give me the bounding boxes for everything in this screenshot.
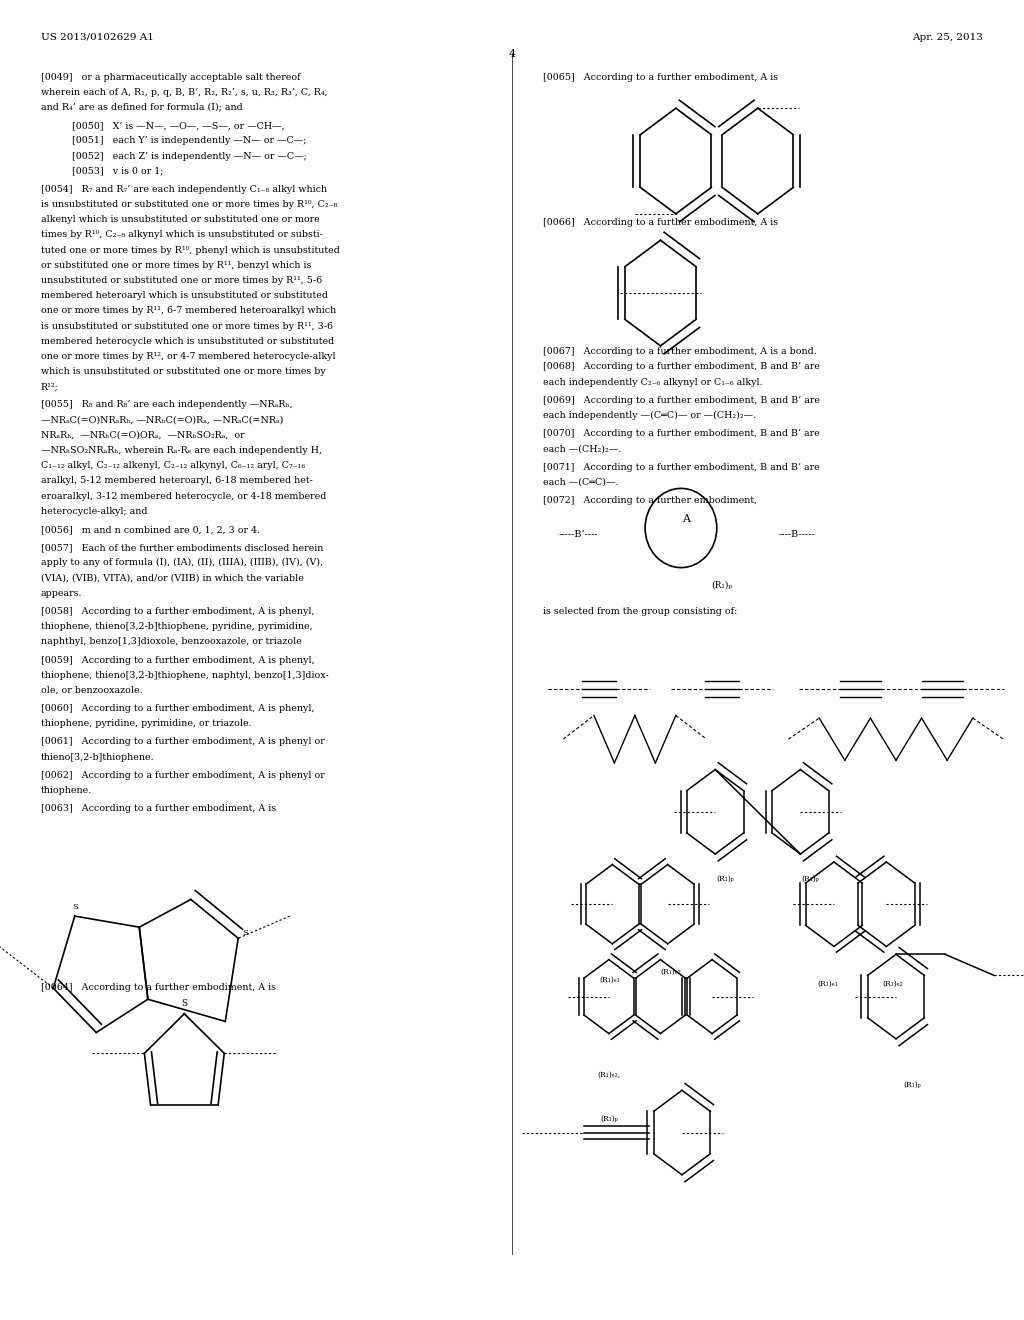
Text: [0053]   v is 0 or 1;: [0053] v is 0 or 1;: [72, 166, 163, 176]
Text: apply to any of formula (I), (IA), (II), (IIIA), (IIIB), (IV), (V),: apply to any of formula (I), (IA), (II),…: [41, 558, 324, 568]
Text: is unsubstituted or substituted one or more times by R¹⁰, C₂₋₈: is unsubstituted or substituted one or m…: [41, 201, 337, 209]
Text: [0056]   m and n combined are 0, 1, 2, 3 or 4.: [0056] m and n combined are 0, 1, 2, 3 o…: [41, 525, 260, 535]
Text: one or more times by R¹², or 4-7 membered heterocycle-alkyl: one or more times by R¹², or 4-7 membere…: [41, 352, 336, 360]
Text: [0062]   According to a further embodiment, A is phenyl or: [0062] According to a further embodiment…: [41, 771, 325, 780]
Text: (R₁)ₚ: (R₁)ₚ: [712, 581, 733, 590]
Text: ole, or benzooxazole.: ole, or benzooxazole.: [41, 686, 142, 694]
Text: times by R¹⁰, C₂₋₈ alkynyl which is unsubstituted or substi-: times by R¹⁰, C₂₋₈ alkynyl which is unsu…: [41, 231, 323, 239]
Text: [0067]   According to a further embodiment, A is a bond.: [0067] According to a further embodiment…: [543, 347, 816, 356]
Text: [0055]   R₈ and R₈’ are each independently —NRₐRₕ,: [0055] R₈ and R₈’ are each independently…: [41, 400, 293, 409]
Text: wherein each of A, R₁, p, q, B, B’, R₂, R₂’, s, u, R₃, R₃’, C, R₄,: wherein each of A, R₁, p, q, B, B’, R₂, …: [41, 87, 328, 96]
Text: each independently C₂₋₆ alkynyl or C₁₋₆ alkyl.: each independently C₂₋₆ alkynyl or C₁₋₆ …: [543, 378, 762, 387]
Text: membered heteroaryl which is unsubstituted or substituted: membered heteroaryl which is unsubstitut…: [41, 292, 328, 300]
Text: US 2013/0102629 A1: US 2013/0102629 A1: [41, 33, 154, 42]
Text: heterocycle-alkyl; and: heterocycle-alkyl; and: [41, 507, 147, 516]
Text: is unsubstituted or substituted one or more times by R¹¹, 3-6: is unsubstituted or substituted one or m…: [41, 322, 333, 330]
Text: appears.: appears.: [41, 589, 83, 598]
Text: (VIA), (VIB), VITA), and/or (VIIB) in which the variable: (VIA), (VIB), VITA), and/or (VIIB) in wh…: [41, 574, 304, 582]
Text: [0049]   or a pharmaceutically acceptable salt thereof: [0049] or a pharmaceutically acceptable …: [41, 73, 301, 82]
Text: thiophene, thieno[3,2-b]thiophene, pyridine, pyrimidine,: thiophene, thieno[3,2-b]thiophene, pyrid…: [41, 622, 312, 631]
Text: each —(C═C)—.: each —(C═C)—.: [543, 478, 618, 487]
Text: S: S: [181, 999, 187, 1008]
Text: [0063]   According to a further embodiment, A is: [0063] According to a further embodiment…: [41, 804, 276, 813]
Text: thiophene.: thiophene.: [41, 787, 92, 795]
Text: is selected from the group consisting of:: is selected from the group consisting of…: [543, 607, 737, 616]
Text: [0052]   each Z’ is independently —N— or —C—;: [0052] each Z’ is independently —N— or —…: [72, 152, 306, 161]
Text: 4: 4: [509, 49, 515, 59]
Text: (R₁)ₚ: (R₁)ₚ: [903, 1081, 922, 1089]
Text: tuted one or more times by R¹⁰, phenyl which is unsubstituted: tuted one or more times by R¹⁰, phenyl w…: [41, 246, 340, 255]
Text: (R₁)ₚ: (R₁)ₚ: [600, 1115, 617, 1123]
Text: [0061]   According to a further embodiment, A is phenyl or: [0061] According to a further embodiment…: [41, 738, 325, 747]
Text: NRₐRₕ,  —NRₕC(=O)ORₐ,  —NRₕSO₂Rₐ,  or: NRₐRₕ, —NRₕC(=O)ORₐ, —NRₕSO₂Rₐ, or: [41, 430, 245, 440]
Text: S: S: [72, 903, 78, 911]
Text: aralkyl, 5-12 membered heteroaryl, 6-18 membered het-: aralkyl, 5-12 membered heteroaryl, 6-18 …: [41, 477, 313, 486]
Text: [0066]   According to a further embodiment, A is: [0066] According to a further embodiment…: [543, 218, 778, 227]
Text: [0060]   According to a further embodiment, A is phenyl,: [0060] According to a further embodiment…: [41, 704, 314, 713]
Text: (R₁)ₑ₂,: (R₁)ₑ₂,: [597, 1071, 621, 1078]
Text: C₁₋₁₂ alkyl, C₂₋₁₂ alkenyl, C₂₋₁₂ alkynyl, C₆₋₁₂ aryl, C₇₋₁₆: C₁₋₁₂ alkyl, C₂₋₁₂ alkenyl, C₂₋₁₂ alkyny…: [41, 461, 305, 470]
Text: (R₁)ₑ₂: (R₁)ₑ₂: [660, 968, 681, 975]
Text: [0069]   According to a further embodiment, B and B’ are: [0069] According to a further embodiment…: [543, 396, 820, 405]
Text: [0072]   According to a further embodiment,: [0072] According to a further embodiment…: [543, 496, 757, 506]
Text: [0051]   each Y’ is independently —N— or —C—;: [0051] each Y’ is independently —N— or —…: [72, 136, 306, 145]
Text: membered heterocycle which is unsubstituted or substituted: membered heterocycle which is unsubstitu…: [41, 337, 334, 346]
Text: Apr. 25, 2013: Apr. 25, 2013: [912, 33, 983, 42]
Text: eroaralkyl, 3-12 membered heterocycle, or 4-18 membered: eroaralkyl, 3-12 membered heterocycle, o…: [41, 491, 327, 500]
Text: [0058]   According to a further embodiment, A is phenyl,: [0058] According to a further embodiment…: [41, 607, 314, 616]
Text: alkenyl which is unsubstituted or substituted one or more: alkenyl which is unsubstituted or substi…: [41, 215, 319, 224]
Text: (R₁)ₑ₂: (R₁)ₑ₂: [883, 981, 903, 989]
Text: or substituted one or more times by R¹¹, benzyl which is: or substituted one or more times by R¹¹,…: [41, 261, 311, 269]
Text: (R₁)ₚ: (R₁)ₚ: [716, 875, 734, 883]
Text: each independently —(C═C)— or —(CH₂)₂—.: each independently —(C═C)— or —(CH₂)₂—.: [543, 411, 756, 420]
Text: —NRₐC(=O)NRₐRₕ, —NRₕC(=O)Rₐ, —NRₐC(=NRₐ): —NRₐC(=O)NRₐRₕ, —NRₕC(=O)Rₐ, —NRₐC(=NRₐ): [41, 416, 284, 425]
Text: S: S: [243, 929, 249, 937]
Text: [0057]   Each of the further embodiments disclosed herein: [0057] Each of the further embodiments d…: [41, 544, 324, 552]
Text: ----B-----: ----B-----: [778, 531, 815, 539]
Text: each —(CH₂)₂—.: each —(CH₂)₂—.: [543, 445, 621, 453]
Text: —NRₕSO₂NRₐRₕ, wherein Rₐ-Rₑ are each independently H,: —NRₕSO₂NRₐRₕ, wherein Rₐ-Rₑ are each ind…: [41, 446, 322, 455]
Text: thiophene, pyridine, pyrimidine, or triazole.: thiophene, pyridine, pyrimidine, or tria…: [41, 719, 252, 729]
Text: and R₄’ are as defined for formula (I); and: and R₄’ are as defined for formula (I); …: [41, 103, 243, 112]
Text: thiophene, thieno[3,2-b]thiophene, naphtyl, benzo[1,3]diox-: thiophene, thieno[3,2-b]thiophene, napht…: [41, 671, 329, 680]
Text: naphthyl, benzo[1,3]dioxole, benzooxazole, or triazole: naphthyl, benzo[1,3]dioxole, benzooxazol…: [41, 638, 302, 647]
Text: [0068]   According to a further embodiment, B and B’ are: [0068] According to a further embodiment…: [543, 362, 819, 371]
Text: (R₁)ₑ₁: (R₁)ₑ₁: [817, 981, 838, 989]
Text: [0065]   According to a further embodiment, A is: [0065] According to a further embodiment…: [543, 73, 778, 82]
Text: [0070]   According to a further embodiment, B and B’ are: [0070] According to a further embodiment…: [543, 429, 819, 438]
Text: one or more times by R¹¹, 6-7 membered heteroaralkyl which: one or more times by R¹¹, 6-7 membered h…: [41, 306, 336, 315]
Text: R¹²;: R¹²;: [41, 383, 58, 391]
Text: (R₁)ₑ₁: (R₁)ₑ₁: [599, 975, 620, 983]
Text: [0050]   X’ is —N—, —O—, —S—, or —CH—,: [0050] X’ is —N—, —O—, —S—, or —CH—,: [72, 121, 285, 131]
Text: [0064]   According to a further embodiment, A is: [0064] According to a further embodiment…: [41, 983, 275, 993]
Text: (R₁)ₚ: (R₁)ₚ: [802, 875, 819, 883]
Text: [0059]   According to a further embodiment, A is phenyl,: [0059] According to a further embodiment…: [41, 656, 314, 664]
Text: [0054]   R₇ and R₇’ are each independently C₁₋₈ alkyl which: [0054] R₇ and R₇’ are each independently…: [41, 185, 327, 194]
Text: -----B’----: -----B’----: [558, 531, 598, 539]
Text: [0071]   According to a further embodiment, B and B’ are: [0071] According to a further embodiment…: [543, 462, 819, 471]
Text: A: A: [682, 513, 690, 524]
Text: which is unsubstituted or substituted one or more times by: which is unsubstituted or substituted on…: [41, 367, 326, 376]
Text: unsubstituted or substituted one or more times by R¹¹, 5-6: unsubstituted or substituted one or more…: [41, 276, 323, 285]
Text: thieno[3,2-b]thiophene.: thieno[3,2-b]thiophene.: [41, 752, 155, 762]
